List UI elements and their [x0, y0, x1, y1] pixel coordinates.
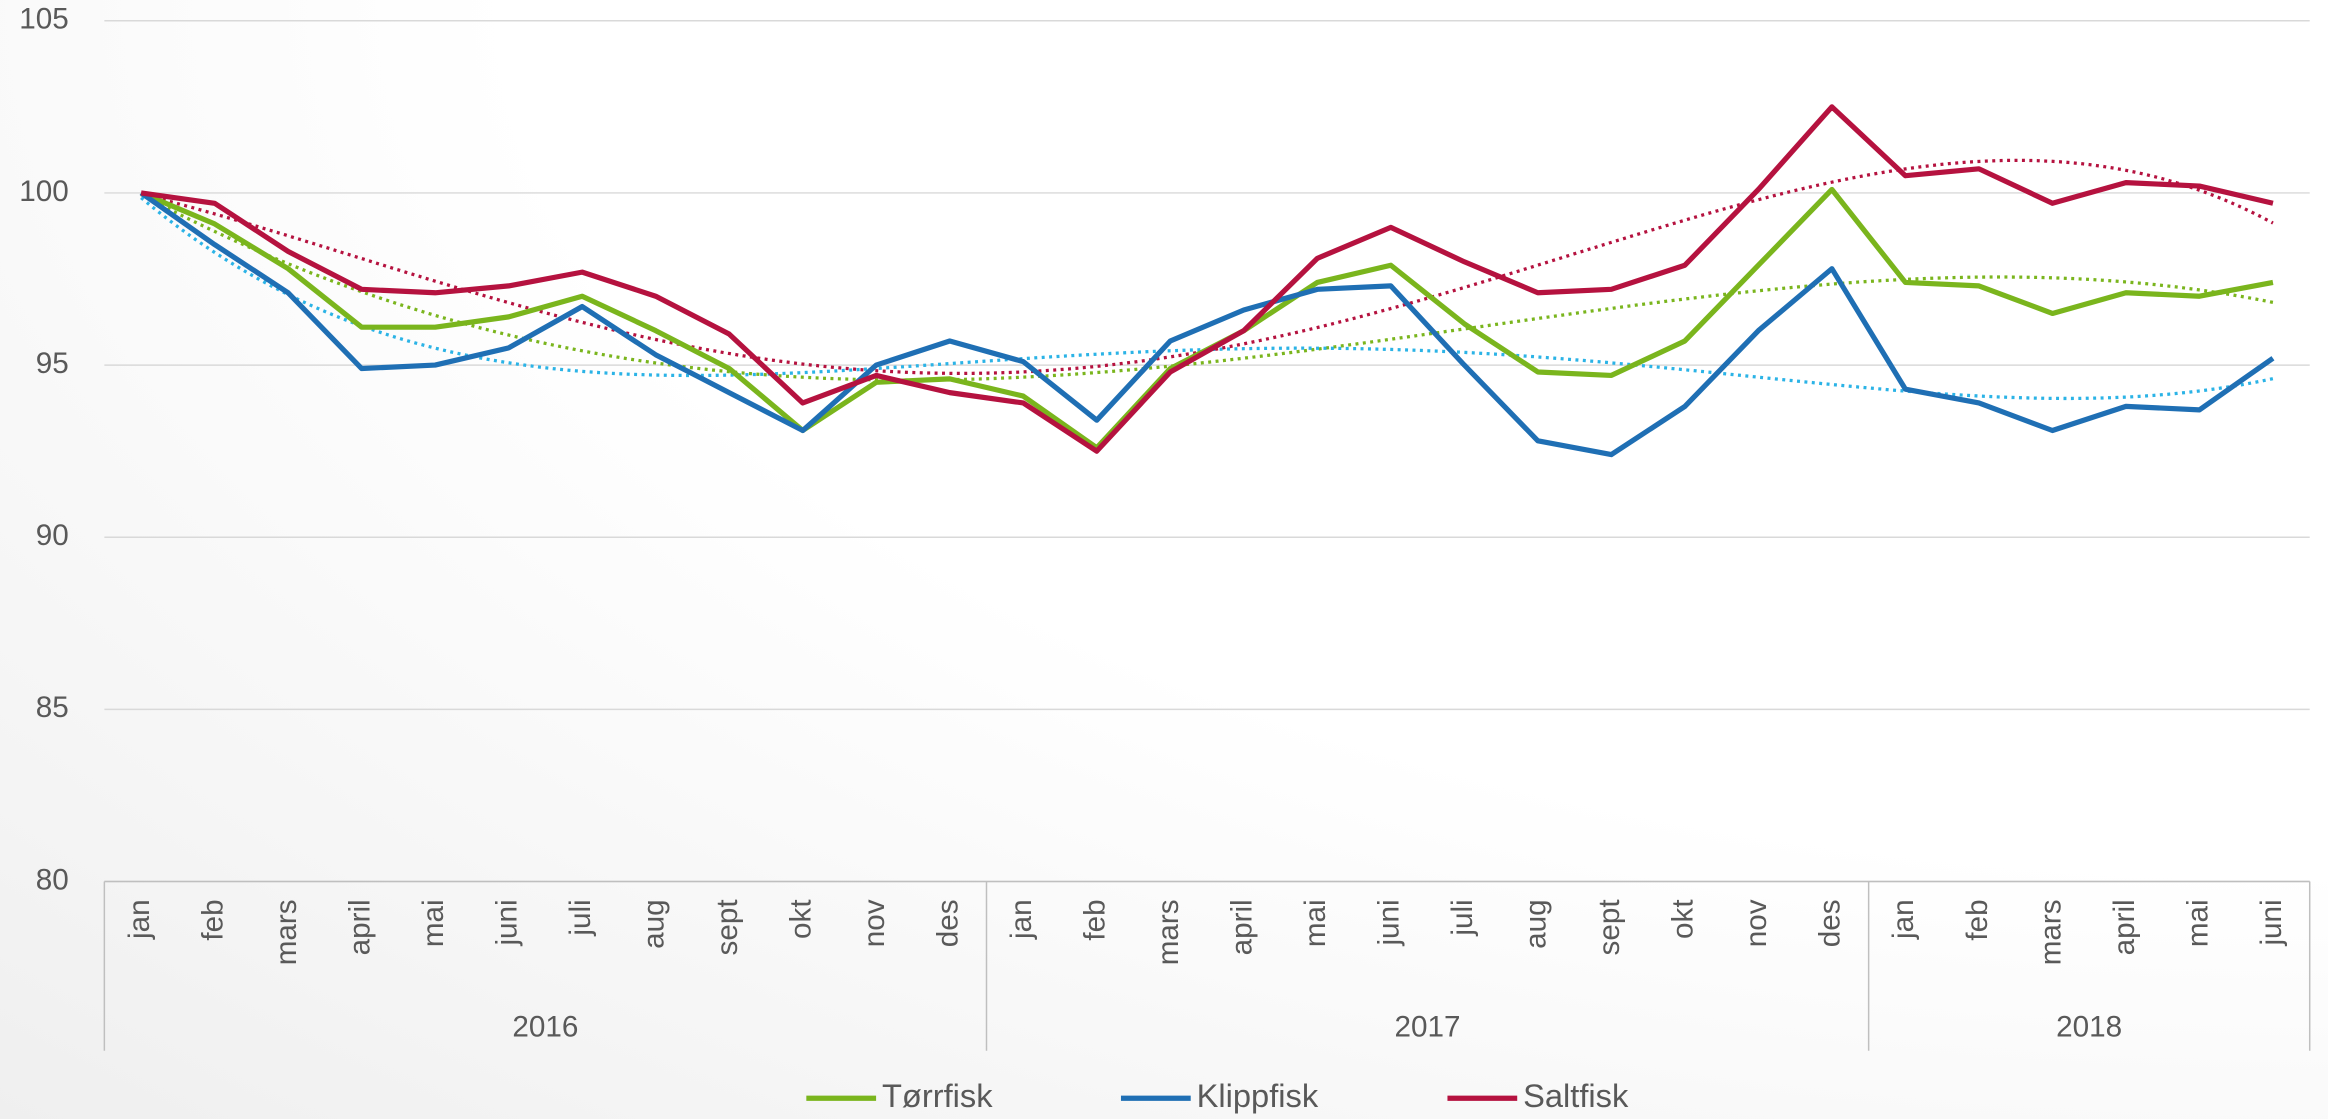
x-tick-label: feb — [196, 899, 229, 940]
y-tick-label: 100 — [19, 175, 69, 208]
x-tick-label: juli — [564, 899, 597, 936]
x-tick-label: okt — [785, 899, 818, 939]
x-tick-label: mai — [417, 899, 450, 947]
line-series — [140, 104, 2274, 454]
x-tick-label: sept — [1593, 899, 1626, 956]
x-tick-label: des — [1814, 899, 1847, 947]
trendline — [140, 193, 2274, 382]
x-tick-label: jan — [1005, 899, 1038, 940]
y-tick-label: 95 — [36, 347, 69, 380]
group-label: 2017 — [1395, 1010, 1461, 1043]
x-tick-label: aug — [638, 899, 671, 949]
y-tick-label: 90 — [36, 519, 69, 552]
legend-label: Klippfisk — [1197, 1077, 1319, 1114]
x-tick-label: nov — [858, 899, 891, 947]
x-tick-label: april — [1226, 899, 1259, 955]
x-tick-label: juni — [1373, 899, 1406, 946]
x-tick-label: feb — [1079, 899, 1112, 940]
x-tick-label: feb — [1961, 899, 1994, 940]
legend-label: Saltfisk — [1523, 1077, 1629, 1114]
x-tick-label: april — [2108, 899, 2141, 955]
x-tick-label: juli — [1446, 899, 1479, 936]
group-label: 2018 — [2056, 1010, 2122, 1043]
y-tick-label: 80 — [36, 863, 69, 896]
x-tick-label: juni — [491, 899, 524, 946]
x-tick-label: mars — [270, 899, 303, 965]
x-tick-label: jan — [123, 899, 156, 940]
x-tick-label: mai — [2181, 899, 2214, 947]
x-tick-label: aug — [1520, 899, 1553, 949]
x-tick-label: april — [343, 899, 376, 955]
x-tick-label: mars — [2034, 899, 2067, 965]
x-tick-label: okt — [1667, 899, 1700, 939]
x-tick-label: mars — [1152, 899, 1185, 965]
x-tick-label: sept — [711, 899, 744, 956]
x-tick-label: mai — [1299, 899, 1332, 947]
y-tick-label: 105 — [19, 3, 69, 36]
trendline — [140, 196, 2274, 401]
y-tick-label: 85 — [36, 691, 69, 724]
x-tick-label: des — [932, 899, 965, 947]
x-tick-label: jan — [1887, 899, 1920, 940]
legend-label: Tørrfisk — [882, 1077, 993, 1114]
line-series — [139, 190, 2275, 458]
line-series — [140, 186, 2274, 451]
group-label: 2016 — [512, 1010, 578, 1043]
x-tick-label: nov — [1740, 899, 1773, 947]
x-tick-label: juni — [2255, 899, 2288, 946]
